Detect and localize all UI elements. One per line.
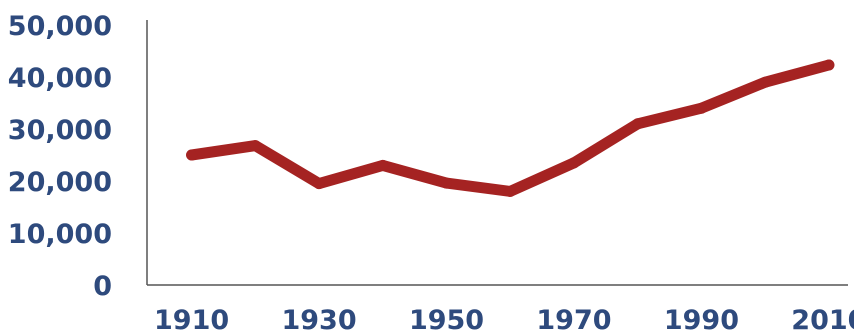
data-point <box>186 149 198 161</box>
x-tick-label: 1990 <box>664 305 739 335</box>
data-point <box>504 185 516 197</box>
y-tick-label: 0 <box>93 271 112 302</box>
data-point <box>632 118 644 130</box>
data-point <box>377 159 389 171</box>
x-tick-label: 1930 <box>281 305 356 335</box>
y-tick-label: 10,000 <box>8 219 112 250</box>
data-point <box>759 76 771 88</box>
data-point <box>441 177 453 189</box>
x-tick-label: 1970 <box>536 305 611 335</box>
y-tick-label: 20,000 <box>8 167 112 198</box>
series-group <box>186 59 835 197</box>
data-point <box>823 59 835 71</box>
data-point <box>695 102 707 114</box>
series-line <box>186 59 835 197</box>
x-tick-label: 1910 <box>154 305 229 335</box>
y-tick-label: 30,000 <box>8 115 112 146</box>
x-tick-label: 1950 <box>409 305 484 335</box>
x-tick-label: 2010 <box>791 305 854 335</box>
y-tick-label: 40,000 <box>8 63 112 94</box>
y-tick-label: 50,000 <box>8 11 112 42</box>
y-axis-tick-labels: 50,000 40,000 30,000 20,000 10,000 0 <box>8 11 112 302</box>
data-point <box>249 140 261 152</box>
x-axis-tick-labels: 1910 1930 1950 1970 1990 2010 <box>154 305 854 335</box>
data-point <box>313 178 325 190</box>
data-point <box>568 157 580 169</box>
